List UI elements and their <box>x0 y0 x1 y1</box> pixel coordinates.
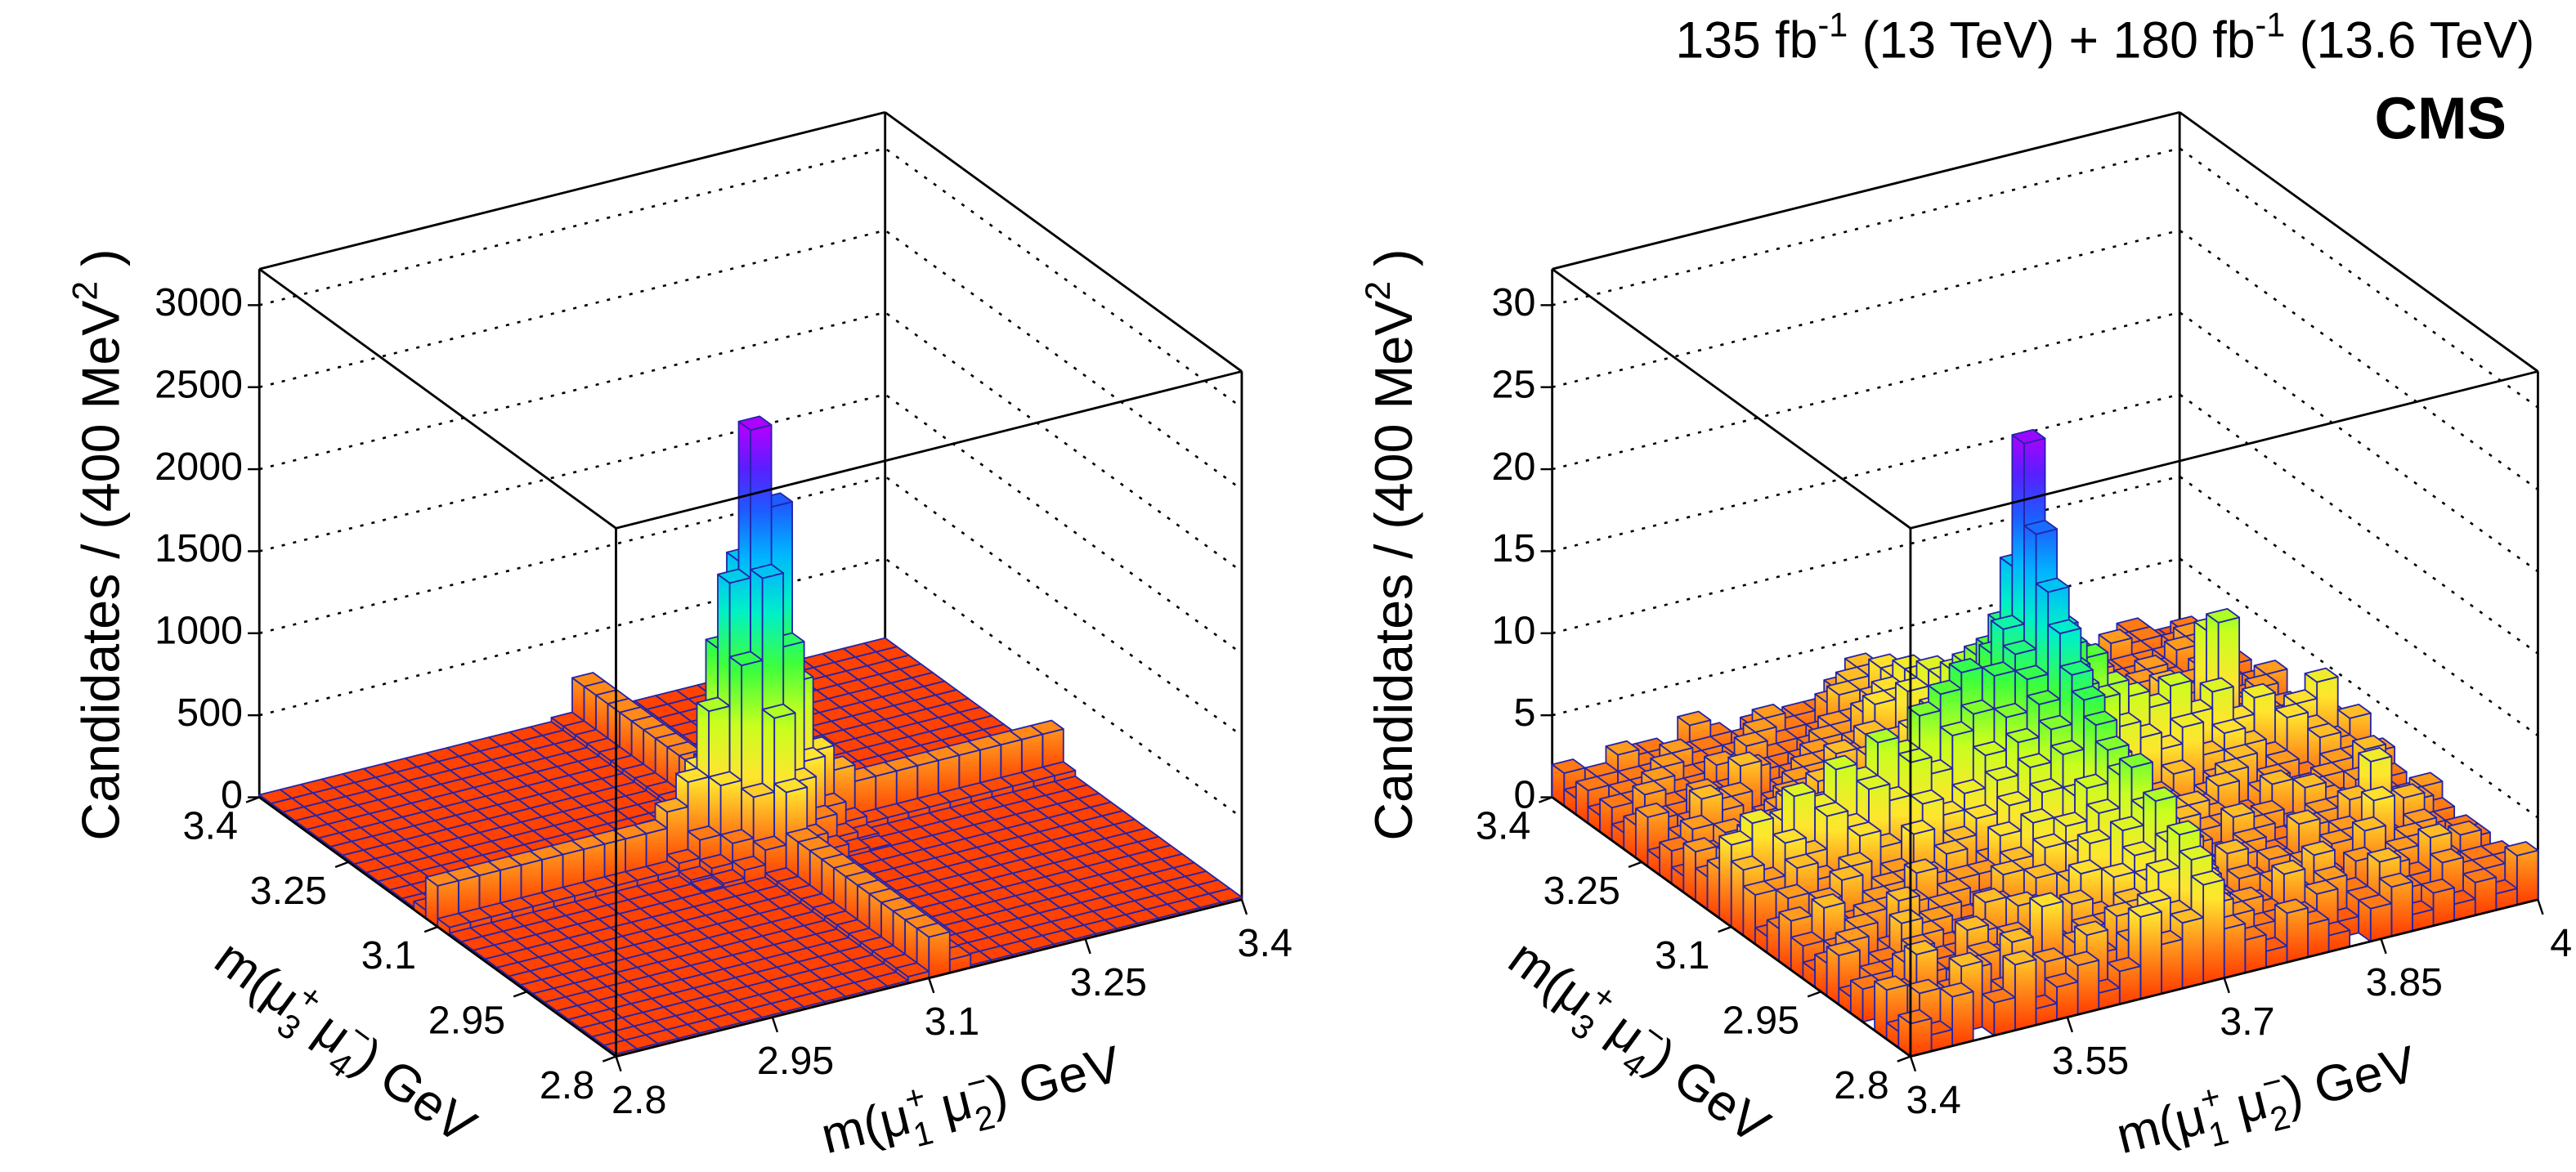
grid-line <box>258 475 1243 737</box>
y-tick-label: 2.95 <box>428 999 505 1043</box>
text-part: (13.6 TeV) <box>2285 12 2534 69</box>
z-tick-label: 10 <box>1492 609 1536 653</box>
z-tick-label: 1500 <box>155 526 243 570</box>
z-tick-label: 25 <box>1492 363 1536 407</box>
x-tick-label: 3.4 <box>1238 921 1292 965</box>
z-axis-title: Candidates / (400 MeV2 ) <box>65 248 130 840</box>
z-tick-label: 500 <box>177 691 243 735</box>
x-tick-label: 2.95 <box>757 1039 834 1083</box>
z-tick-label: 20 <box>1492 445 1536 489</box>
experiment-label: CMS <box>2375 86 2507 152</box>
y-tick-label: 3.1 <box>361 933 416 977</box>
x-tick-label: 2.8 <box>612 1078 666 1122</box>
grid-line <box>258 311 1243 573</box>
text-part: 2 <box>65 281 105 301</box>
z-tick-label: 15 <box>1492 526 1536 570</box>
grid-line <box>258 229 1243 491</box>
z-tick-label: 3000 <box>155 280 243 324</box>
grid-line <box>258 147 1243 409</box>
y-tick-label: 2.8 <box>540 1063 594 1107</box>
bar-face <box>928 931 951 979</box>
y-tick-label: 3.25 <box>250 869 327 913</box>
x-tick-label: 3.25 <box>1070 960 1147 1004</box>
z-tick-label: 2000 <box>155 445 243 489</box>
lumi-label: 135 fb-1 (13 TeV) + 180 fb-1 (13.6 TeV) <box>1675 6 2534 69</box>
text-part: Candidates / (400 MeV <box>71 301 131 841</box>
z-tick-label: 1000 <box>155 609 243 653</box>
z-tick-label: 5 <box>1513 691 1535 735</box>
text-part: ) <box>71 248 131 280</box>
z-tick-label: 30 <box>1492 280 1536 324</box>
grid-line <box>258 557 1243 819</box>
text-part: 135 fb <box>1675 12 1817 69</box>
y-tick-label: 3.4 <box>183 804 238 848</box>
text-part: -1 <box>2256 6 2286 43</box>
text-part: (13 TeV) + 180 fb <box>1848 12 2255 69</box>
grid-line <box>258 393 1243 655</box>
z-tick-label: 2500 <box>155 363 243 407</box>
z-tick-label: 0 <box>221 772 243 816</box>
text-part: -1 <box>1817 6 1848 43</box>
x-tick-label: 3.1 <box>925 1000 979 1044</box>
